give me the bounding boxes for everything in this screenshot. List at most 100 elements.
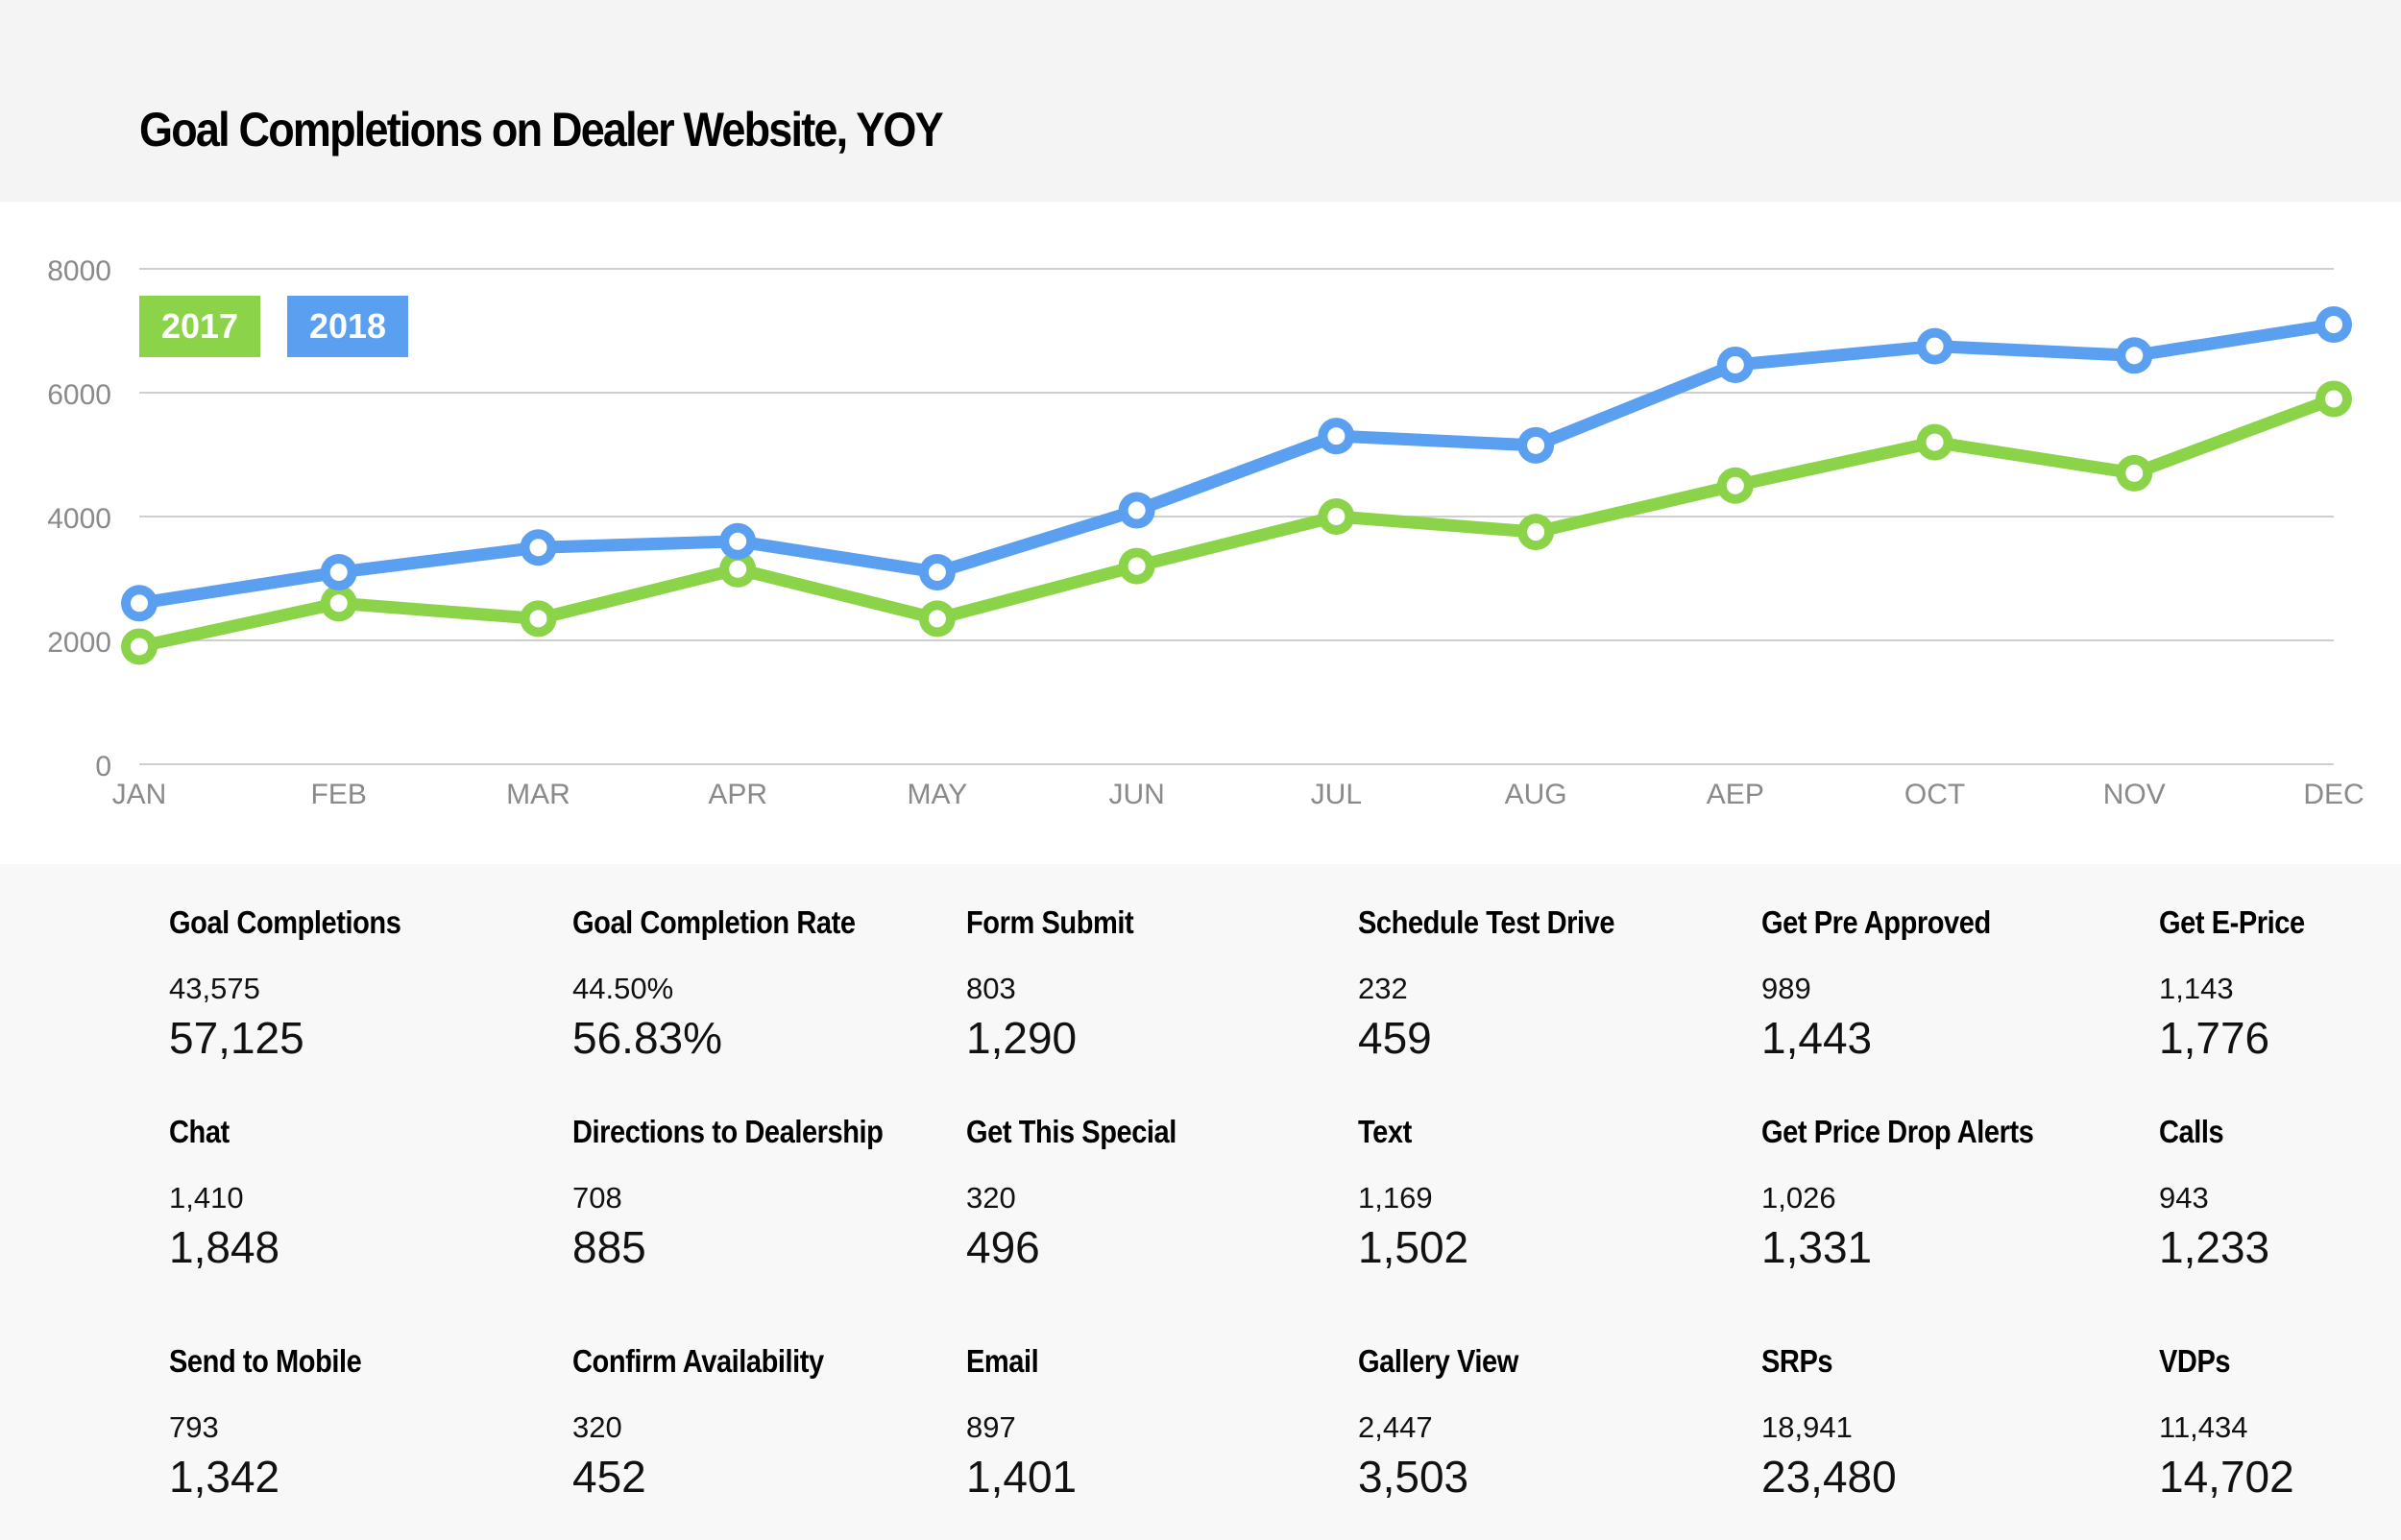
header: Goal Completions on Dealer Website, YOY [0,0,2401,202]
stat-cur: 14,702 [2159,1452,2294,1502]
series-line-2018 [133,318,2340,610]
stat-label: Get This Special [966,1114,1176,1149]
chart-area: 0 2000 4000 6000 8000 JAN FEB MAR APR MAY JUN JUL AU… [0,202,2401,864]
stat-cur: 1,342 [169,1452,280,1502]
page-title: Goal Completions on Dealer Website, YOY [139,103,944,156]
data-point-2017 [329,594,348,613]
data-point-2018 [329,564,348,582]
stat-cur: 1,401 [966,1452,1078,1502]
y-tick-label: 8000 [47,255,111,287]
data-point-2017 [1128,557,1146,575]
stat-label: Text [1358,1114,1412,1149]
stat-prev: 803 [966,972,1016,1005]
stat-label: Goal Completions [169,904,401,940]
stat-prev: 44.50% [572,972,674,1005]
stat-prev: 2,447 [1358,1410,1433,1444]
stat-cur: 3,503 [1358,1452,1469,1502]
stat-label: Directions to Dealership [572,1114,884,1149]
stat-prev: 943 [2159,1181,2209,1215]
x-tick-label: APR [708,779,767,810]
stat-prev: 897 [966,1410,1016,1444]
stat-label: Chat [169,1114,230,1149]
stat-cur: 496 [966,1222,1040,1272]
data-point-2017 [1726,476,1744,494]
stat-label: Goal Completion Rate [572,904,856,940]
stat-cur: 1,848 [169,1222,280,1272]
data-point-2017 [1327,508,1346,525]
stat-label: SRPs [1761,1343,1833,1379]
stat-label: Get Pre Approved [1761,904,1991,940]
x-tick-label: JAN [112,779,167,810]
legend-2017: 2017 [139,296,260,357]
stat-prev: 1,143 [2159,972,2234,1005]
x-tick-label: JUL [1311,779,1362,810]
stat-prev: 1,169 [1358,1181,1433,1215]
data-point-2018 [1327,427,1346,445]
data-point-2017 [529,610,547,628]
data-point-2018 [131,594,148,613]
stat-prev: 989 [1761,972,1811,1005]
stat-cur: 1,233 [2159,1222,2270,1272]
x-tick-label: FEB [311,779,367,810]
x-tick-label: DEC [2303,779,2364,810]
stat-label: Calls [2159,1114,2224,1149]
x-tick-label: AUG [1505,779,1567,810]
data-point-2018 [529,539,547,557]
stat-prev: 1,410 [169,1181,244,1215]
stat-prev: 708 [572,1181,622,1215]
data-point-2017 [2125,464,2144,482]
data-point-2017 [729,560,747,578]
data-point-2018 [1527,436,1545,454]
stat-cur: 459 [1358,1013,1432,1063]
x-tick-label: JUN [1108,779,1164,810]
stat-label: Gallery View [1358,1343,1518,1379]
data-point-2018 [1926,337,1944,355]
data-point-2018 [2125,347,2144,365]
stat-label: Get E-Price [2159,904,2305,940]
stat-cur: 1,331 [1761,1222,1873,1272]
stats-panel: Goal Completions 43,575 57,125 Goal Complet… [0,864,2401,1540]
y-tick-label: 0 [95,751,111,782]
y-tick-label: 4000 [47,503,111,535]
line-chart: 0 2000 4000 6000 8000 JAN FEB MAR APR MAY JUN JUL AU… [47,255,2364,810]
stat-cur: 1,443 [1761,1013,1873,1063]
stat-prev: 320 [572,1410,622,1444]
data-point-2017 [1926,433,1944,451]
stat-label: VDPs [2159,1343,2231,1379]
data-point-2018 [2325,316,2342,334]
data-point-2017 [131,638,148,656]
stat-prev: 11,434 [2159,1410,2248,1444]
data-point-2018 [729,532,747,550]
stat-label: Send to Mobile [169,1343,362,1379]
stat-prev: 320 [966,1181,1016,1215]
stat-label: Email [966,1343,1039,1379]
stat-cur: 57,125 [169,1013,304,1063]
stat-prev: 232 [1358,972,1408,1005]
stat-prev: 793 [169,1410,219,1444]
stat-cur: 23,480 [1761,1452,1897,1502]
y-tick-label: 6000 [47,379,111,411]
stat-cur: 1,290 [966,1013,1078,1063]
stat-cur: 1,776 [2159,1013,2270,1063]
x-tick-label: AEP [1707,779,1764,810]
y-tick-label: 2000 [47,627,111,659]
data-point-2018 [1128,501,1146,519]
x-tick-label: NOV [2103,779,2166,810]
stat-cur: 452 [572,1452,646,1502]
data-point-2017 [1527,523,1545,541]
stat-label: Form Submit [966,904,1134,940]
data-point-2017 [2325,390,2342,408]
x-tick-label: OCT [1904,779,1965,810]
stat-label: Confirm Availability [572,1343,824,1379]
data-point-2017 [928,610,946,628]
stat-prev: 1,026 [1761,1181,1836,1215]
stat-prev: 18,941 [1761,1410,1853,1444]
stat-label: Get Price Drop Alerts [1761,1114,2034,1149]
stat-cur: 1,502 [1358,1222,1469,1272]
x-tick-label: MAY [908,779,968,810]
stat-cur: 56.83% [572,1013,723,1063]
series-line-2017 [133,392,2340,653]
stat-cur: 885 [572,1222,646,1272]
data-point-2018 [928,564,946,582]
data-point-2018 [1726,355,1744,373]
